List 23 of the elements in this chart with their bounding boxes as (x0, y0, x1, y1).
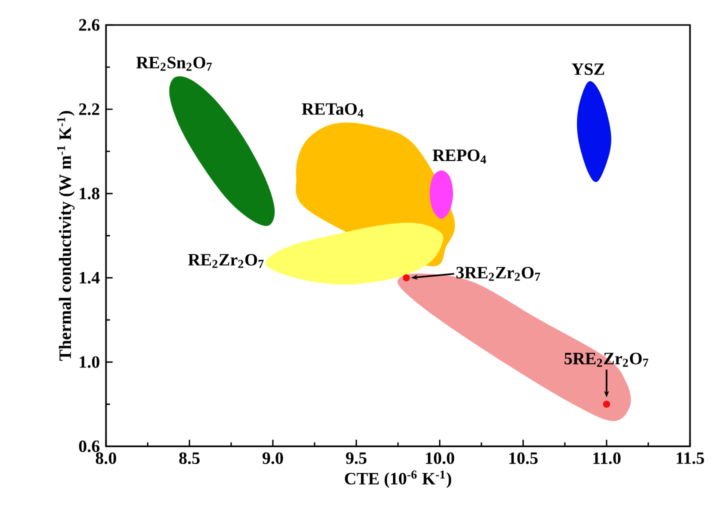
x-tick-label: 10.5 (509, 452, 538, 464)
series-label: RETaO$_{4}$ (302, 103, 364, 117)
x-tick-label: 8.5 (179, 452, 200, 464)
x-tick-label: 11.0 (593, 452, 621, 464)
series-label: REPO$_{4}$ (432, 149, 486, 164)
series-label: YSZ (572, 63, 604, 75)
series-label: RE$_{2}$Zr$_{2}$O$_{7}$ (188, 254, 264, 268)
y-tick-label: 1.0 (80, 356, 100, 368)
x-tick-label: 11.5 (676, 452, 704, 464)
y-tick-label: 1.8 (80, 188, 100, 200)
y-tick-label: 1.4 (80, 272, 100, 284)
y-tick-label: 2.6 (79, 18, 100, 31)
x-tick-label: 9.0 (262, 452, 283, 464)
y-tick-label: 0.6 (79, 440, 100, 452)
x-tick-label: 8.0 (96, 452, 116, 464)
y-axis-title: Thermal conductivity (W m$^{-1}$ K$^{-1}$) (57, 110, 75, 361)
y-tick-label: 2.2 (79, 103, 100, 115)
x-axis-title: CTE (10$^{-6}$ K$^{-1}$) (344, 470, 452, 488)
annotation: 3RE$_{2}$Zr$_{2}$O$_{7}$ (456, 266, 540, 281)
x-tick-label: 10.0 (426, 452, 454, 464)
series-label: RE$_{2}$Sn$_{2}$O$_{7}$ (136, 56, 212, 71)
annotation: 5RE$_{2}$Zr$_{2}$O$_{7}$ (564, 352, 648, 367)
x-tick-label: 9.5 (346, 452, 366, 464)
